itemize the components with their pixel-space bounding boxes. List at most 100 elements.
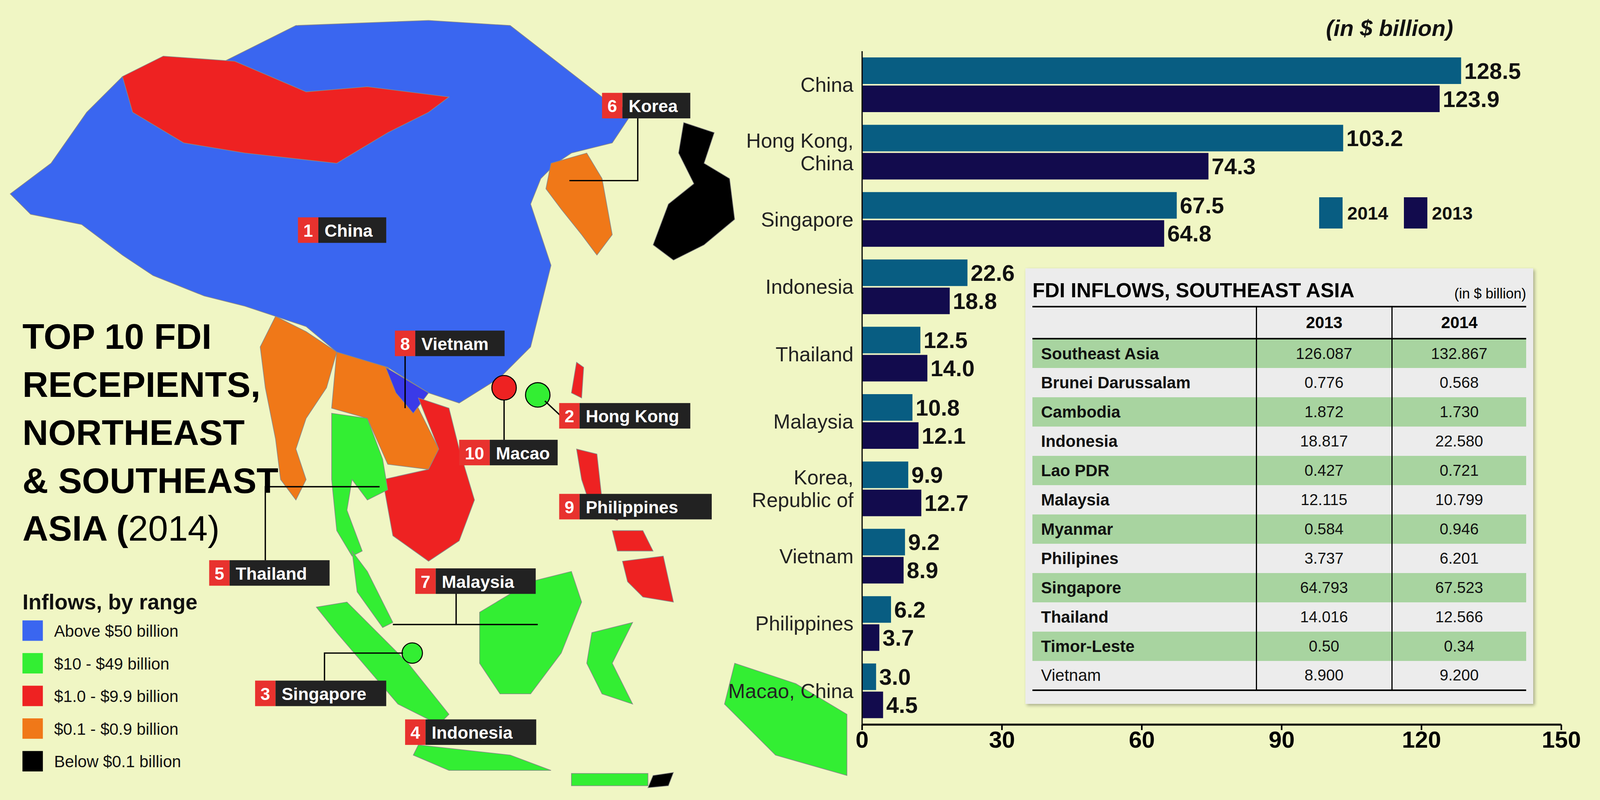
svg-text:74.3: 74.3 (1211, 153, 1256, 179)
svg-text:Inflows, by range: Inflows, by range (22, 589, 198, 615)
svg-text:Philippines: Philippines (585, 497, 679, 517)
svg-text:Thailand: Thailand (775, 342, 854, 366)
svg-text:6: 6 (607, 96, 618, 116)
html-text:FDI INFLOWS, SOUTHEAST ASIA: FDI INFLOWS, SOUTHEAST ASIA (1032, 278, 1355, 302)
svg-text:22.6: 22.6 (970, 260, 1015, 286)
html-text:Malaysia: Malaysia (1041, 490, 1110, 509)
svg-text:Singapore: Singapore (760, 208, 854, 231)
svg-text:Singapore: Singapore (281, 684, 367, 704)
svg-text:RECEPIENTS,: RECEPIENTS, (22, 364, 261, 405)
svg-text:2: 2 (564, 406, 575, 426)
html-text:2013: 2013 (1431, 202, 1473, 224)
svg-text:8.9: 8.9 (906, 557, 939, 583)
html-text:Brunei Darussalam: Brunei Darussalam (1041, 373, 1191, 392)
html-text:18.817: 18.817 (1300, 432, 1348, 450)
html-text:0.427: 0.427 (1304, 461, 1344, 479)
svg-text:9.9: 9.9 (911, 462, 943, 488)
svg-text:Below $0.1 billion: Below $0.1 billion (53, 752, 181, 771)
svg-text:1: 1 (303, 221, 314, 241)
svg-text:14.0: 14.0 (930, 355, 975, 381)
svg-text:China: China (800, 73, 854, 97)
svg-text:ASIA (2014): ASIA (2014) (22, 508, 220, 549)
svg-text:30: 30 (989, 726, 1016, 753)
svg-text:9.2: 9.2 (908, 529, 940, 555)
html-text:1.872: 1.872 (1304, 403, 1344, 421)
html-text:64.793: 64.793 (1300, 578, 1348, 597)
svg-text:Malaysia: Malaysia (441, 572, 515, 592)
svg-text:12.1: 12.1 (921, 423, 966, 449)
svg-text:10.8: 10.8 (915, 394, 960, 421)
svg-text:$10 - $49 billion: $10 - $49 billion (53, 654, 170, 674)
svg-text:Korea,Republic of: Korea,Republic of (751, 466, 854, 512)
html-text:22.580: 22.580 (1435, 432, 1484, 450)
svg-text:Philippines: Philippines (755, 612, 854, 635)
html-text:0.721: 0.721 (1439, 461, 1479, 479)
svg-text:12.5: 12.5 (923, 327, 968, 353)
svg-text:Malaysia: Malaysia (773, 410, 854, 433)
svg-text:& SOUTHEAST: & SOUTHEAST (22, 460, 279, 501)
svg-text:Hong Kong: Hong Kong (585, 406, 679, 426)
svg-text:120: 120 (1401, 726, 1442, 753)
html-text:Indonesia: Indonesia (1041, 431, 1118, 451)
svg-text:150: 150 (1541, 726, 1581, 753)
svg-text:Indonesia: Indonesia (765, 275, 854, 299)
svg-text:8: 8 (400, 334, 411, 354)
html-text:67.523: 67.523 (1435, 578, 1484, 597)
svg-text:China: China (324, 221, 374, 241)
svg-text:7: 7 (420, 572, 431, 592)
html-text:Singapore: Singapore (1041, 578, 1122, 597)
html-text:12.115: 12.115 (1300, 491, 1348, 509)
svg-text:TOP 10 FDI: TOP 10 FDI (22, 316, 212, 357)
html-text:0.568: 0.568 (1439, 373, 1479, 392)
svg-text:60: 60 (1128, 726, 1156, 753)
svg-text:0: 0 (855, 726, 869, 753)
html-text:1.730: 1.730 (1439, 403, 1479, 421)
html-text:Thailand: Thailand (1041, 607, 1109, 626)
svg-text:Vietnam: Vietnam (421, 334, 489, 354)
svg-text:123.9: 123.9 (1442, 86, 1500, 112)
html-text:Cambodia: Cambodia (1041, 402, 1121, 421)
html-text:2014: 2014 (1347, 202, 1389, 224)
svg-text:3.0: 3.0 (879, 664, 911, 690)
html-text:10.799: 10.799 (1435, 491, 1484, 509)
svg-text:Thailand: Thailand (235, 564, 308, 584)
html-text:Myanmar: Myanmar (1041, 519, 1114, 539)
svg-text:$0.1 - $0.9 billion: $0.1 - $0.9 billion (53, 719, 179, 739)
svg-text:Indonesia: Indonesia (431, 723, 513, 743)
svg-text:103.2: 103.2 (1346, 125, 1404, 151)
html-text:Vietnam: Vietnam (1041, 665, 1101, 685)
svg-text:5: 5 (214, 564, 225, 584)
svg-text:6.2: 6.2 (894, 596, 926, 623)
html-text:0.584: 0.584 (1304, 520, 1344, 538)
svg-text:$1.0 - $9.9 billion: $1.0 - $9.9 billion (53, 687, 179, 706)
svg-text:90: 90 (1268, 726, 1295, 753)
html-text:2014: 2014 (1441, 313, 1478, 332)
svg-text:128.5: 128.5 (1464, 58, 1521, 84)
html-text:Philipines: Philipines (1041, 549, 1119, 568)
svg-text:67.5: 67.5 (1180, 192, 1225, 218)
html-text:(in $ billion): (in $ billion) (1326, 15, 1454, 41)
svg-text:9: 9 (564, 497, 575, 517)
svg-text:Macao: Macao (496, 443, 550, 463)
svg-text:Above $50 billion: Above $50 billion (53, 621, 179, 641)
html-text:Southeast Asia: Southeast Asia (1041, 344, 1159, 363)
svg-text:Hong Kong,China: Hong Kong,China (746, 129, 854, 175)
svg-text:3: 3 (260, 684, 271, 704)
html-text:126.087: 126.087 (1295, 344, 1353, 363)
svg-text:4: 4 (410, 723, 421, 743)
html-text:2013: 2013 (1305, 313, 1343, 332)
html-text:Timor-Leste: Timor-Leste (1041, 636, 1135, 656)
svg-text:64.8: 64.8 (1167, 220, 1212, 247)
html-text:0.776: 0.776 (1304, 373, 1344, 392)
svg-text:Vietnam: Vietnam (779, 544, 854, 568)
svg-text:18.8: 18.8 (952, 288, 997, 314)
svg-text:4.5: 4.5 (886, 692, 918, 718)
svg-text:NORTHEAST: NORTHEAST (22, 412, 245, 453)
html-text:132.867: 132.867 (1430, 344, 1488, 363)
svg-text:Macao, China: Macao, China (728, 679, 854, 703)
svg-text:12.7: 12.7 (924, 490, 969, 516)
svg-text:3.7: 3.7 (882, 625, 915, 651)
svg-text:10: 10 (464, 443, 484, 463)
html-text:Lao PDR: Lao PDR (1041, 461, 1110, 480)
svg-text:Korea: Korea (628, 96, 678, 116)
